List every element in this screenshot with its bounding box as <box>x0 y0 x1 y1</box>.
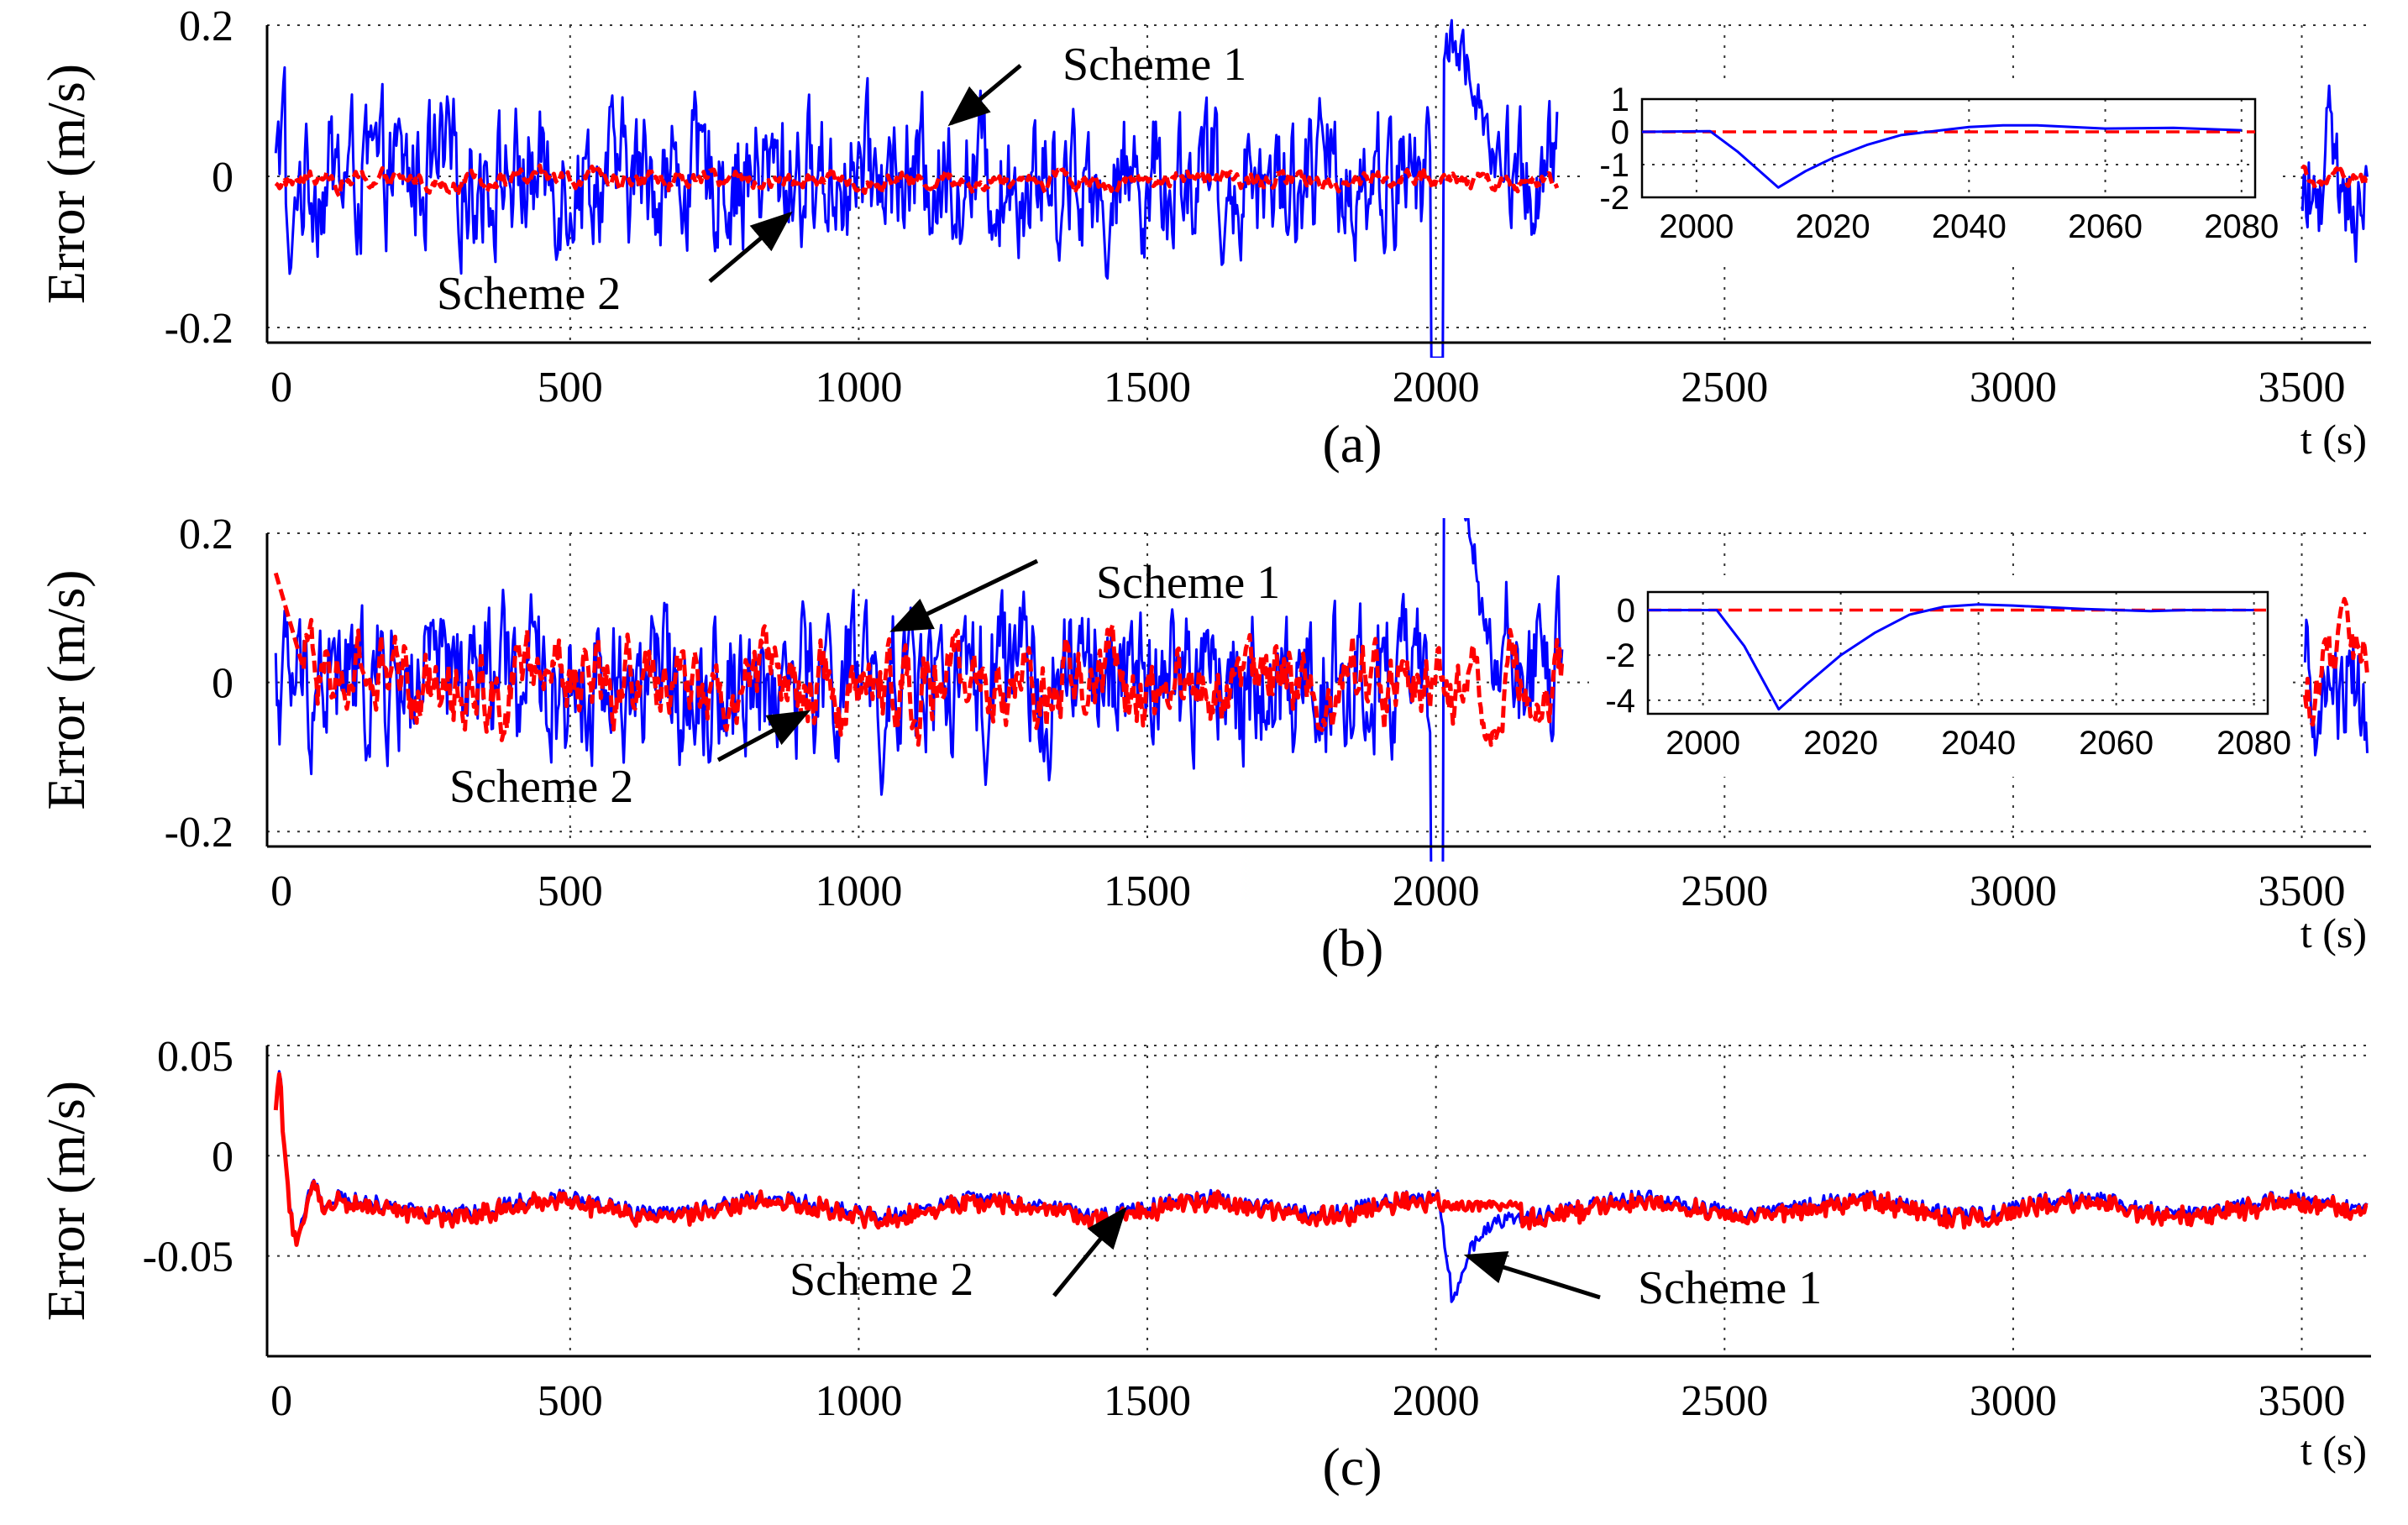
y-tick-label: -0.2 <box>165 809 233 857</box>
y-tick-label: 0.05 <box>157 1033 233 1081</box>
series-group <box>273 518 2369 862</box>
x-tick-label: 3500 <box>2258 867 2346 915</box>
annotation-text: Scheme 2 <box>790 1254 973 1306</box>
series-group <box>273 1070 2369 1303</box>
annotation-text: Scheme 1 <box>1638 1262 1822 1314</box>
x-tick-label: 3500 <box>2258 1377 2346 1425</box>
x-tick-label: 1000 <box>815 867 902 915</box>
inset-y-tick-label: 0 <box>1611 114 1629 151</box>
x-tick-label: 1500 <box>1104 364 1191 411</box>
inset-x-tick-label: 2000 <box>1659 208 1734 245</box>
series-line-scheme-2 <box>273 572 2369 747</box>
annotation-scheme-2: Scheme 2 <box>790 1206 1127 1306</box>
annotation-text: Scheme 1 <box>1096 557 1280 609</box>
x-tick-label: 500 <box>538 1377 603 1425</box>
x-tick-label: 2000 <box>1393 867 1480 915</box>
x-axis-label: t (s) <box>2300 416 2367 463</box>
x-tick-label: 1000 <box>815 364 902 411</box>
annotation-scheme-1: Scheme 1 <box>947 39 1246 127</box>
x-tick-label: 2500 <box>1681 867 1768 915</box>
y-axis-label: Error (m/s) <box>36 1081 96 1321</box>
annotation-text: Scheme 1 <box>1062 39 1246 91</box>
panel-label: (a) <box>1322 414 1382 474</box>
x-tick-label: 0 <box>270 867 292 915</box>
panel-c: 0 500 1000 1500 2000 2500 3000 3500 0.05 0 -0.05 Er… <box>36 1033 2371 1496</box>
annotation-arrow <box>1463 1251 1601 1300</box>
series-line-scheme-1 <box>274 518 2369 862</box>
x-tick-label: 3000 <box>1970 364 2057 411</box>
annotation-scheme-2: Scheme 2 <box>437 211 793 320</box>
series-line-scheme-1 <box>274 1070 2369 1303</box>
series-line-scheme-2 <box>274 163 2369 198</box>
y-axis-label: Error (m/s) <box>36 569 96 810</box>
inset-y-tick-label: -2 <box>1605 637 1635 674</box>
x-tick-label: 2500 <box>1681 1377 1768 1425</box>
panel-b: 0 500 1000 1500 2000 2500 3000 3500 0.2 0 -0.2 Erro… <box>36 511 2371 977</box>
x-tick-label: 3000 <box>1970 1377 2057 1425</box>
y-tick-label: 0.2 <box>179 3 233 50</box>
y-tick-label: -0.2 <box>165 305 233 353</box>
y-tick-label: 0 <box>212 154 233 202</box>
x-tick-label: 1500 <box>1104 867 1191 915</box>
series-group <box>274 18 2369 358</box>
panel-label: (c) <box>1322 1437 1382 1496</box>
annotation-scheme-2: Scheme 2 <box>449 710 811 813</box>
inset-y-tick-label: -4 <box>1605 683 1635 720</box>
y-axis-label: Error (m/s) <box>36 64 96 304</box>
x-tick-label: 500 <box>538 867 603 915</box>
x-tick-label: 1500 <box>1104 1377 1191 1425</box>
x-tick-label: 2500 <box>1681 364 1768 411</box>
annotation-arrow <box>708 211 793 283</box>
x-tick-label: 2000 <box>1393 364 1480 411</box>
inset-series-scheme-1 <box>1641 123 2242 189</box>
inset-frame <box>1646 590 2269 715</box>
annotation-arrow <box>947 64 1022 127</box>
annotation-text: Scheme 2 <box>437 268 621 320</box>
series-line-scheme-2 <box>273 1072 2369 1247</box>
x-tick-label: 500 <box>538 364 603 411</box>
y-tick-label: 0 <box>212 660 233 708</box>
inset-x-tick-label: 2060 <box>2068 208 2143 245</box>
annotation-scheme-1: Scheme 1 <box>889 557 1280 632</box>
inset-x-tick-label: 2000 <box>1666 725 1740 762</box>
inset-x-tick-label: 2080 <box>2217 725 2291 762</box>
panel-a: 0 500 1000 1500 2000 2500 3000 3500 0.2 0 -0.2 Erro… <box>36 3 2371 474</box>
x-tick-label: 2000 <box>1393 1377 1480 1425</box>
annotation-text: Scheme 2 <box>449 761 633 813</box>
inset-x-tick-label: 2080 <box>2204 208 2279 245</box>
annotation-arrow <box>716 710 811 762</box>
inset-x-tick-label: 2040 <box>1932 208 2007 245</box>
inset-y-tick-label: 1 <box>1611 81 1629 118</box>
inset-x-tick-label: 2060 <box>2079 725 2154 762</box>
inset-x-tick-label: 2040 <box>1941 725 2016 762</box>
y-tick-label: 0.2 <box>179 511 233 558</box>
inset-series-scheme-1 <box>1648 603 2254 711</box>
x-tick-label: 1000 <box>815 1377 902 1425</box>
inset-y-tick-label: 0 <box>1617 592 1635 629</box>
y-tick-label: -0.05 <box>143 1234 233 1281</box>
panel-label: (b) <box>1321 918 1384 977</box>
x-tick-label: 0 <box>270 364 292 411</box>
inset-x-tick-label: 2020 <box>1803 725 1878 762</box>
inset-frame <box>1640 97 2257 199</box>
inset-x-tick-label: 2020 <box>1796 208 1870 245</box>
annotation-arrow <box>889 558 1039 632</box>
x-axis-label: t (s) <box>2300 909 2367 956</box>
x-tick-label: 3000 <box>1970 867 2057 915</box>
inset-y-tick-label: -1 <box>1599 147 1629 184</box>
annotation-arrow <box>1052 1206 1127 1297</box>
inset-background <box>1583 82 2276 260</box>
annotation-scheme-1: Scheme 1 <box>1463 1251 1822 1314</box>
x-tick-label: 3500 <box>2258 364 2346 411</box>
inset-y-tick-label: -2 <box>1599 180 1629 217</box>
inset-plot: 2000 2020 2040 2060 2080 10-1-2 <box>1583 81 2279 260</box>
inset-plot: 2000 2020 2040 2060 2080 0 -2 -4 <box>1589 575 2291 777</box>
x-tick-label: 0 <box>270 1377 292 1425</box>
x-axis-label: t (s) <box>2300 1427 2367 1474</box>
y-tick-label: 0 <box>212 1133 233 1181</box>
